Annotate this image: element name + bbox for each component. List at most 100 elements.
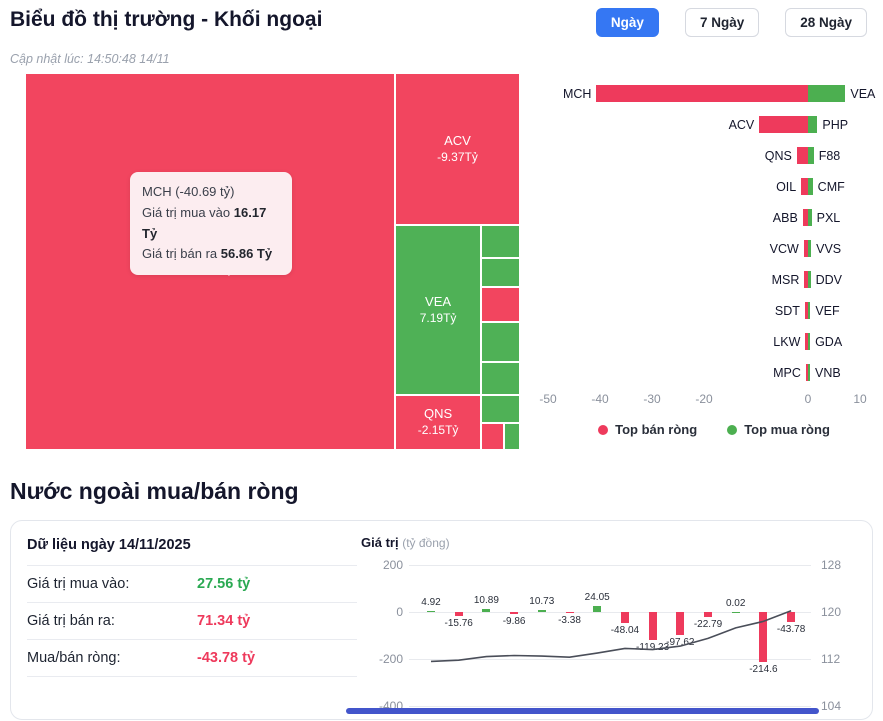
y-axis-right-label: 128 [821,558,842,572]
combo-chart-title: Giá trị (tỷ đồng) [361,535,866,550]
buy-ticker-label: F88 [818,149,841,163]
buy-bar-CMF[interactable] [808,178,813,195]
y-axis-left-label: 0 [396,605,403,619]
sell-bar-MCH[interactable] [596,85,808,102]
buy-ticker-label: VEF [815,304,840,318]
y-axis-left-label: 200 [382,558,403,572]
daily-net-bar[interactable] [565,612,574,613]
treemap-block-small-6[interactable] [481,287,520,323]
gridline [409,659,811,660]
combo-plot-area: 200 0 -200 -400 128 120 112 104 4.92 -15.76 10.89-… [361,558,841,715]
sell-bar-OIL[interactable] [801,178,808,195]
sell-bar-SDT[interactable] [804,302,808,319]
buy-bar-VEA[interactable] [808,85,846,102]
net-summary-card: Dữ liệu ngày 14/11/2025 Giá trị mua vào:… [10,520,873,720]
bar-value-label: -214.6 [749,664,778,676]
daily-data-panel: Dữ liệu ngày 14/11/2025 Giá trị mua vào:… [27,537,357,677]
daily-net-bar[interactable] [704,612,712,618]
legend-item[interactable]: Top mua ròng [727,422,830,437]
sell-bar-MSR[interactable] [804,271,808,288]
daily-net-bar[interactable] [787,612,796,623]
top-net-legend: Top bán ròng Top mua ròng [548,422,880,437]
buy-bar-VNB[interactable] [808,364,810,381]
daily-net-bar[interactable] [759,612,768,663]
sell-bar-VCW[interactable] [803,240,808,257]
x-tick-label: -50 [539,392,557,406]
tooltip-buy-label: Giá trị mua vào [142,204,231,220]
legend-item[interactable]: Top bán ròng [598,422,697,437]
range-button-7day[interactable]: 7 Ngày [684,8,760,37]
summary-row: Giá trị mua vào: 27.56 tỷ [27,565,357,602]
range-button-day[interactable]: Ngày [595,8,659,37]
treemap-block-small-7[interactable] [481,322,520,363]
buy-bar-PHP[interactable] [808,116,818,133]
sell-ticker-label: LKW [773,335,801,349]
legend-dot-icon [727,424,738,435]
daily-net-bar[interactable] [427,610,435,612]
x-tick-label: -40 [591,392,609,406]
combo-title-unit: (tỷ đồng) [402,536,450,550]
treemap-block-small-5[interactable] [481,258,520,288]
top-net-row-QNS: QNS F88 [548,140,880,171]
x-tick-label: 10 [853,392,867,406]
daily-net-bar[interactable] [593,606,602,612]
daily-net-bar[interactable] [731,612,740,613]
buy-bar-PXL[interactable] [808,209,812,226]
sell-bar-ABB[interactable] [802,209,808,226]
panel-rows: Giá trị mua vào: 27.56 tỷ Giá trị bán ra: 7… [27,565,357,677]
bar-value-label: -119.23 [636,642,670,653]
time-range-slider[interactable] [346,708,819,714]
sell-ticker-label: VCW [769,242,799,256]
sell-ticker-label: ABB [772,211,798,225]
treemap-block-small-10[interactable] [481,422,504,450]
treemap-tooltip: MCH (-40.69 tỷ) Giá trị mua vào 16.17 Tỷ… [130,172,292,276]
bar-value-label: -15.76 [444,617,473,629]
tooltip-sell-value: 56.86 Tỷ [220,246,273,262]
buy-ticker-label: CMF [817,180,845,194]
buy-bar-F88[interactable] [808,147,814,164]
buy-bar-VVS[interactable] [808,240,812,257]
treemap-block-small-9[interactable] [481,394,520,423]
top-net-row-ACV: ACV PHP [548,109,880,140]
daily-net-bar[interactable] [676,612,685,635]
sell-bar-LKW[interactable] [805,333,808,350]
summary-value: 71.34 tỷ [197,613,251,629]
sell-bar-MPC[interactable] [805,364,808,381]
treemap-block-small-8[interactable] [481,362,520,395]
top-net-row-VCW: VCW VVS [548,233,880,264]
daily-net-bar[interactable] [454,612,463,616]
daily-net-bar[interactable] [482,609,491,612]
top-net-row-LKW: LKW GDA [548,326,880,357]
treemap-block-VEA[interactable]: VEA 7.19Tỷ [395,224,482,395]
buy-bar-VEF[interactable] [808,302,811,319]
sell-bar-ACV[interactable] [759,116,808,133]
buy-bar-DDV[interactable] [808,271,811,288]
range-button-28day[interactable]: 28 Ngày [785,8,867,37]
bar-value-label: -22.79 [693,619,723,631]
panel-title: Dữ liệu ngày 14/11/2025 [27,537,191,553]
sell-bar-QNS[interactable] [796,147,808,164]
bar-value-label: 4.92 [421,596,441,608]
treemap-block-QNS[interactable]: QNS -2.15Tỷ [395,394,482,450]
treemap-block-small-11[interactable] [503,422,520,450]
tooltip-sell-label: Giá trị bán ra [142,246,218,262]
buy-ticker-label: VNB [815,366,841,380]
sell-ticker-label: MPC [773,366,801,380]
daily-net-bar[interactable] [620,612,629,624]
daily-net-bar[interactable] [648,612,657,640]
summary-label: Mua/bán ròng: [27,650,121,666]
summary-value: 27.56 tỷ [197,576,251,592]
daily-net-bar[interactable] [510,612,519,615]
index-line-chart [430,610,792,663]
bar-value-label: 10.89 [473,595,499,607]
summary-row: Giá trị bán ra: 71.34 tỷ [27,602,357,639]
treemap-block-small-4[interactable] [481,224,520,259]
tooltip-title: MCH (-40.69 tỷ) [142,184,235,199]
bar-value-label: 24.05 [584,592,610,604]
buy-bar-GDA[interactable] [808,333,811,350]
buy-ticker-label: VVS [816,242,842,256]
treemap-block-ACV[interactable]: ACV -9.37Tỷ [395,73,520,225]
daily-net-bar[interactable] [537,609,546,612]
